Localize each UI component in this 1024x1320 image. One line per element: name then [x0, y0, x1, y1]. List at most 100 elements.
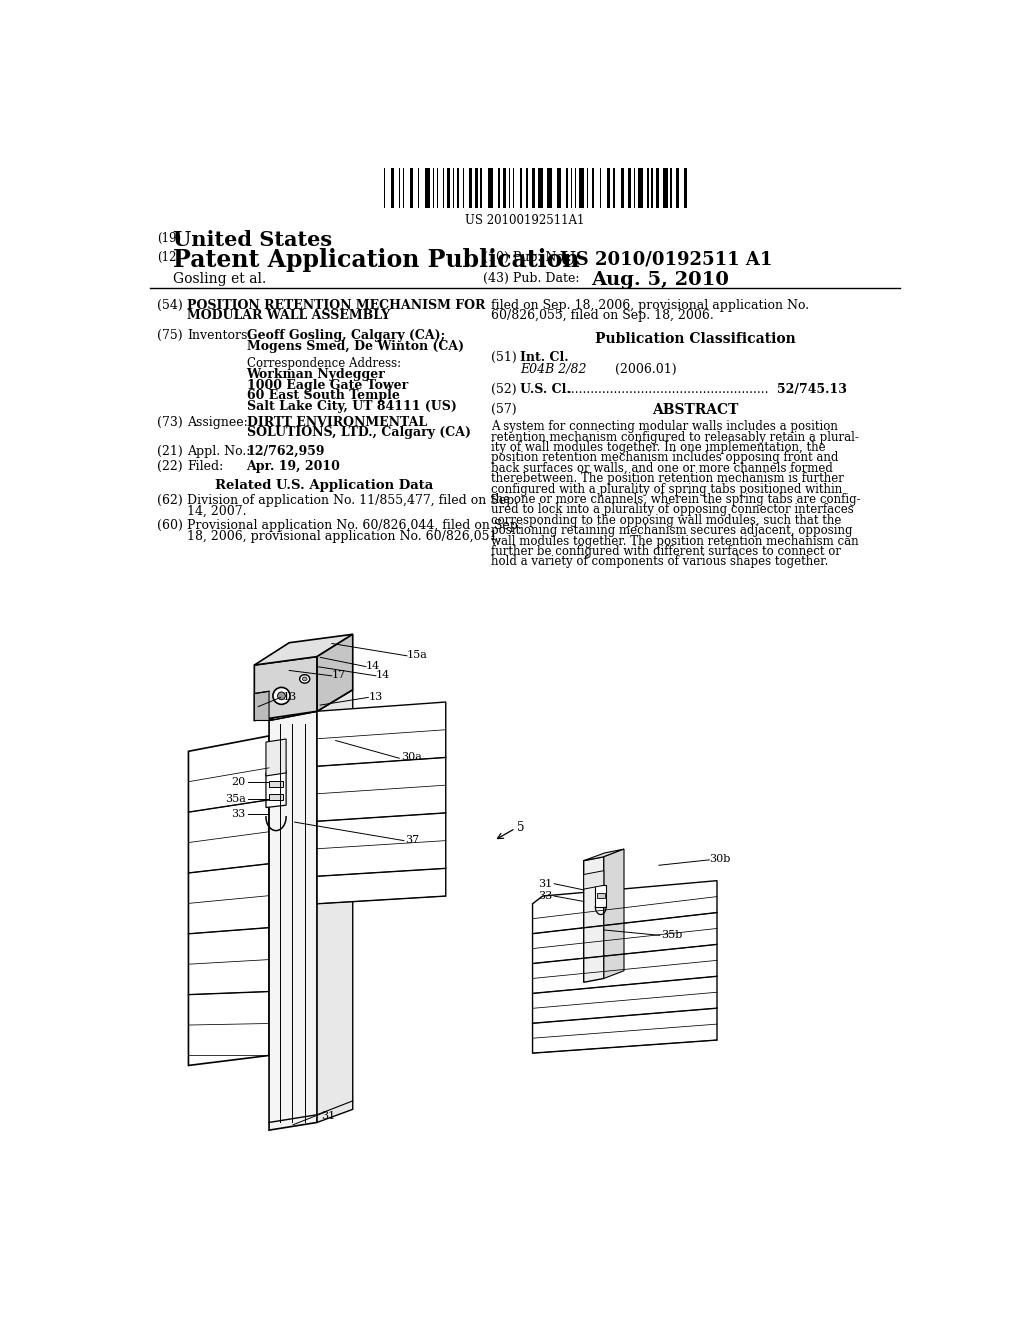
Bar [638, 168, 643, 207]
Text: Publication Classification: Publication Classification [595, 333, 796, 346]
Text: 18, 2006, provisional application No. 60/826,051,: 18, 2006, provisional application No. 60… [187, 529, 502, 543]
Bar [647, 168, 648, 207]
Text: 37: 37 [406, 834, 420, 845]
Text: Mogens Smed, De Winton (CA): Mogens Smed, De Winton (CA) [247, 341, 464, 354]
Text: Correspondence Address:: Correspondence Address: [247, 358, 400, 370]
Text: the one or more channels, wherein the spring tabs are config-: the one or more channels, wherein the sp… [490, 492, 860, 506]
Text: (22): (22) [158, 461, 183, 474]
Text: 14, 2007.: 14, 2007. [187, 506, 247, 517]
Text: therebetween. The position retention mechanism is further: therebetween. The position retention mec… [490, 473, 844, 486]
Bar [526, 168, 527, 207]
Text: 5: 5 [517, 821, 524, 834]
Text: wall modules together. The position retention mechanism can: wall modules together. The position rete… [490, 535, 858, 548]
Text: (57): (57) [490, 404, 516, 416]
Polygon shape [317, 702, 445, 904]
Text: Gosling et al.: Gosling et al. [173, 272, 266, 286]
Bar [453, 168, 455, 207]
Text: 15a: 15a [407, 649, 428, 660]
Text: Assignee:: Assignee: [187, 416, 248, 429]
Text: Int. Cl.: Int. Cl. [520, 351, 568, 364]
Bar [570, 168, 572, 207]
Text: (75): (75) [158, 330, 183, 342]
Text: 35a: 35a [225, 795, 246, 804]
Bar [587, 168, 588, 207]
Text: SOLUTIONS, LTD., Calgary (CA): SOLUTIONS, LTD., Calgary (CA) [247, 426, 471, 440]
Text: (60): (60) [158, 519, 183, 532]
Bar [480, 168, 482, 207]
Text: Aug. 5, 2010: Aug. 5, 2010 [592, 271, 729, 289]
Text: United States: United States [173, 230, 332, 249]
Text: 33: 33 [539, 891, 553, 902]
Polygon shape [584, 871, 604, 890]
Text: retention mechanism configured to releasably retain a plural-: retention mechanism configured to releas… [490, 430, 858, 444]
Text: 20: 20 [231, 777, 246, 787]
Text: hold a variety of components of various shapes together.: hold a variety of components of various … [490, 556, 828, 569]
Polygon shape [584, 849, 624, 861]
Text: POSITION RETENTION MECHANISM FOR: POSITION RETENTION MECHANISM FOR [187, 298, 485, 312]
Bar [469, 168, 472, 207]
Ellipse shape [302, 677, 307, 681]
Polygon shape [254, 635, 352, 665]
Text: ured to lock into a plurality of opposing connector interfaces: ured to lock into a plurality of opposin… [490, 503, 853, 516]
Text: Provisional application No. 60/826,044, filed on Sep.: Provisional application No. 60/826,044, … [187, 519, 521, 532]
Bar [531, 168, 536, 207]
Text: 1000 Eagle Gate Tower: 1000 Eagle Gate Tower [247, 379, 408, 392]
Text: Geoff Gosling, Calgary (CA);: Geoff Gosling, Calgary (CA); [247, 330, 444, 342]
Bar [547, 168, 552, 207]
Text: (43) Pub. Date:: (43) Pub. Date: [483, 272, 580, 285]
Bar [684, 168, 687, 207]
Text: 12/762,959: 12/762,959 [247, 445, 325, 458]
Text: Appl. No.:: Appl. No.: [187, 445, 250, 458]
Bar [418, 168, 419, 207]
Text: ABSTRACT: ABSTRACT [652, 404, 738, 417]
Bar [676, 168, 680, 207]
Bar [574, 168, 577, 207]
Bar [597, 892, 605, 898]
Bar [634, 168, 636, 207]
Text: (2006.01): (2006.01) [614, 363, 676, 376]
Bar [557, 168, 560, 207]
Text: (12): (12) [158, 251, 181, 264]
Bar [446, 168, 451, 207]
Text: MODULAR WALL ASSEMBLY: MODULAR WALL ASSEMBLY [187, 309, 390, 322]
Bar [538, 168, 543, 207]
Text: (62): (62) [158, 494, 183, 507]
Bar [595, 886, 606, 907]
Text: 31: 31 [539, 879, 553, 888]
Text: Filed:: Filed: [187, 461, 223, 474]
Bar [269, 780, 283, 787]
Bar [509, 168, 510, 207]
Text: 60 East South Temple: 60 East South Temple [247, 389, 399, 403]
Text: (19): (19) [158, 232, 181, 246]
Ellipse shape [300, 675, 309, 684]
Text: ....................................................: ........................................… [568, 383, 770, 396]
Bar [432, 168, 434, 207]
Text: ity of wall modules together. In one implementation, the: ity of wall modules together. In one imp… [490, 441, 825, 454]
Text: Patent Application Publication: Patent Application Publication [173, 248, 580, 272]
Polygon shape [604, 849, 624, 978]
Text: positioning retaining mechanism secures adjacent, opposing: positioning retaining mechanism secures … [490, 524, 852, 537]
Text: corresponding to the opposing wall modules, such that the: corresponding to the opposing wall modul… [490, 513, 841, 527]
Polygon shape [269, 689, 352, 721]
Text: Division of application No. 11/855,477, filed on Sep.: Division of application No. 11/855,477, … [187, 494, 518, 507]
Text: Related U.S. Application Data: Related U.S. Application Data [215, 479, 433, 492]
Bar [499, 168, 500, 207]
Text: (10) Pub. No.:: (10) Pub. No.: [483, 251, 571, 264]
Text: 14: 14 [376, 671, 390, 680]
Text: 31: 31 [321, 1111, 335, 1121]
Text: position retention mechanism includes opposing front and: position retention mechanism includes op… [490, 451, 838, 465]
Text: Salt Lake City, UT 84111 (US): Salt Lake City, UT 84111 (US) [247, 400, 457, 413]
Polygon shape [254, 692, 269, 721]
Text: 52/745.13: 52/745.13 [777, 383, 847, 396]
Text: (51): (51) [490, 351, 516, 364]
Bar [520, 168, 522, 207]
Bar [655, 168, 658, 207]
Text: 13: 13 [369, 692, 383, 702]
Text: US 2010/0192511 A1: US 2010/0192511 A1 [560, 251, 773, 269]
Polygon shape [317, 689, 352, 1122]
Text: U.S. Cl.: U.S. Cl. [520, 383, 571, 396]
Polygon shape [317, 635, 352, 711]
Polygon shape [584, 857, 604, 982]
Text: (21): (21) [158, 445, 183, 458]
Text: 17: 17 [332, 671, 346, 680]
